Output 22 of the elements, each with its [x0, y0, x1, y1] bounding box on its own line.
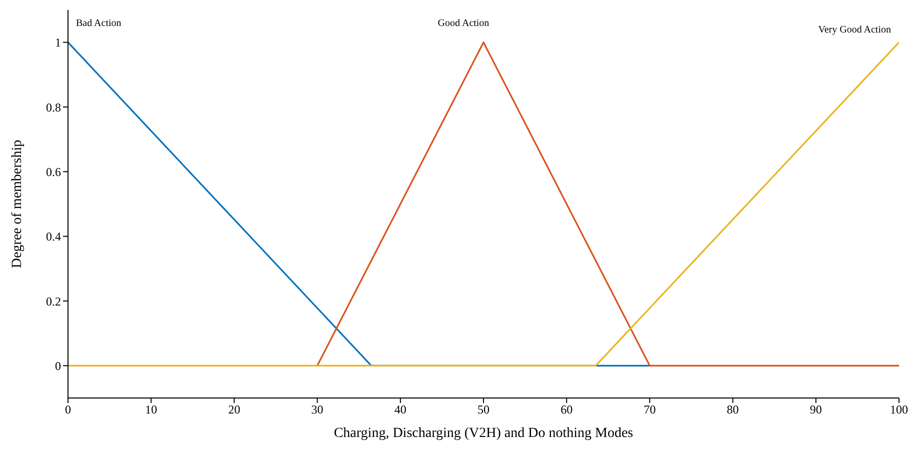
x-axis-title: Charging, Discharging (V2H) and Do nothing Modes [334, 426, 634, 441]
x-tick-label: 70 [644, 402, 656, 417]
x-tick-label: 20 [228, 402, 240, 417]
x-tick-label: 60 [560, 402, 573, 417]
x-tick-label: 0 [65, 402, 71, 417]
series-label: Very Good Action [818, 24, 891, 36]
y-tick-label: 0 [55, 358, 61, 373]
x-tick-label: 100 [890, 402, 908, 417]
x-tick-label: 90 [810, 402, 822, 417]
x-tick-label: 50 [478, 402, 490, 417]
y-tick-label: 0.4 [46, 230, 61, 244]
series-label: Bad Action [76, 18, 122, 29]
x-tick-label: 10 [145, 402, 158, 417]
y-tick-label: 0.6 [46, 164, 61, 179]
y-tick-label: 0.8 [46, 100, 61, 114]
x-tick-label: 80 [726, 402, 739, 417]
y-tick-label: 0.2 [46, 294, 61, 308]
y-tick-label: 1 [55, 36, 61, 50]
x-tick-label: 30 [311, 402, 324, 417]
series-label: Good Action [438, 18, 490, 29]
x-tick-label: 40 [394, 402, 406, 417]
y-axis-title: Degree of membership [10, 140, 25, 268]
